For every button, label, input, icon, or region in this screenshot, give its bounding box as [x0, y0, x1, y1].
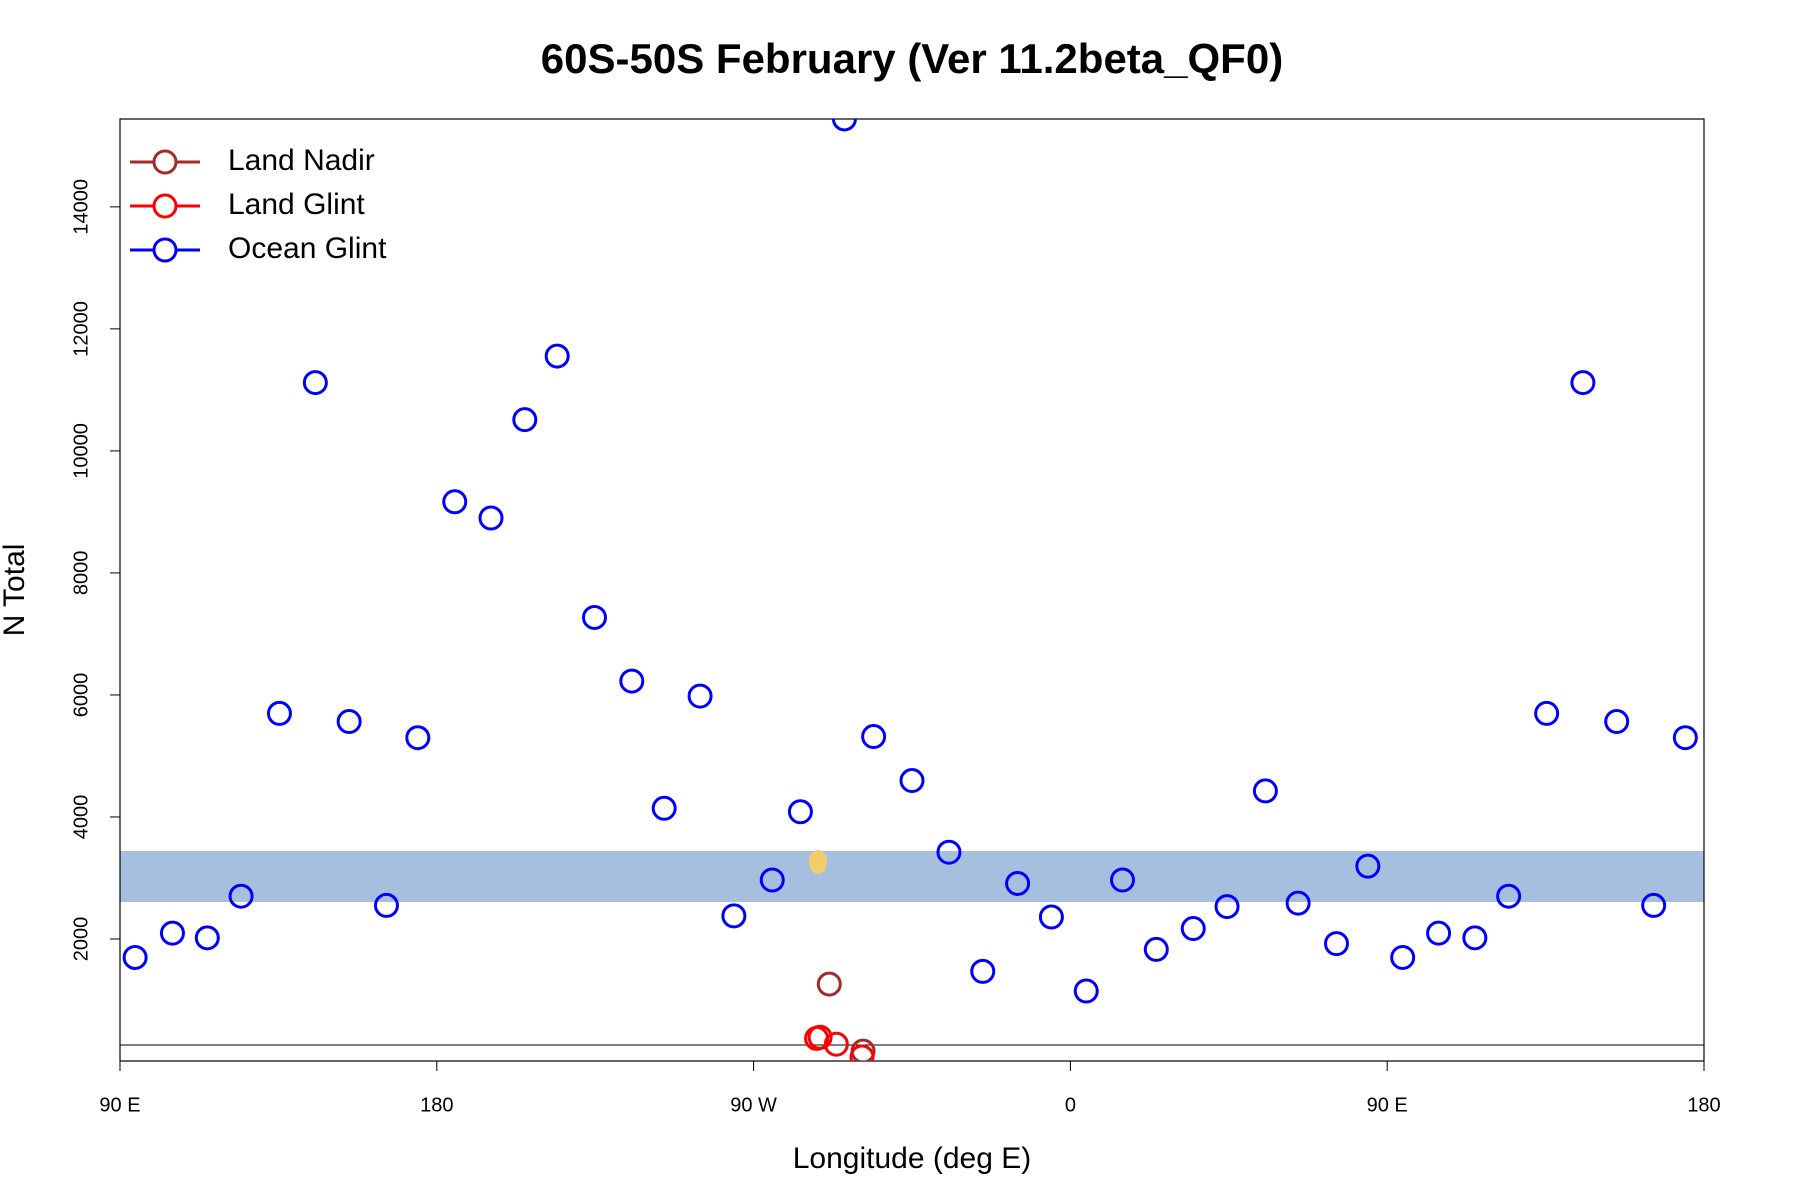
- point: [1324, 931, 1350, 957]
- x-tick-label: 90 E: [99, 1094, 140, 1116]
- point: [1180, 916, 1206, 942]
- point: [442, 489, 468, 515]
- point: [194, 925, 220, 951]
- point: [512, 407, 538, 433]
- x-tick-label: 90 W: [730, 1094, 777, 1116]
- point: [228, 883, 254, 909]
- x-tick-label: 90 E: [1367, 1094, 1408, 1116]
- point: [373, 892, 399, 918]
- point: [405, 725, 431, 751]
- point: [1641, 892, 1667, 918]
- legend-marker: [152, 149, 178, 175]
- point: [1005, 870, 1031, 896]
- legend-marker: [152, 237, 178, 263]
- point: [861, 724, 887, 750]
- y-tick-label: 10000: [70, 423, 92, 479]
- legend-marker: [152, 193, 178, 219]
- x-tick-label: 180: [420, 1094, 453, 1116]
- map-strip: [120, 851, 1704, 902]
- point: [336, 709, 362, 735]
- point: [759, 867, 785, 893]
- point: [936, 839, 962, 865]
- point: [1285, 890, 1311, 916]
- points: [122, 119, 1698, 1061]
- point: [1214, 894, 1240, 920]
- point: [970, 958, 996, 984]
- x-axis-label: Longitude (deg E): [793, 1142, 1032, 1175]
- point: [1462, 925, 1488, 951]
- point: [651, 795, 677, 821]
- point: [816, 971, 842, 997]
- y-tick-label: 14000: [70, 179, 92, 235]
- y-tick-label: 2000: [70, 917, 92, 962]
- legend-label: Land Nadir: [228, 144, 375, 177]
- point: [581, 604, 607, 630]
- legend-label: Land Glint: [228, 188, 365, 221]
- point: [544, 343, 570, 369]
- plot-frame: [119, 118, 1705, 1062]
- point: [1109, 867, 1135, 893]
- point: [1038, 904, 1064, 930]
- point: [1570, 370, 1596, 396]
- point: [619, 668, 645, 694]
- x-tick-label: 0: [1065, 1094, 1076, 1116]
- legend-label: Ocean Glint: [228, 232, 387, 265]
- point: [1355, 853, 1381, 879]
- point: [807, 1024, 833, 1050]
- point: [1390, 944, 1416, 970]
- point: [1073, 978, 1099, 1004]
- land-patch: [809, 850, 827, 874]
- point: [478, 505, 504, 531]
- y-tick-label: 6000: [70, 673, 92, 718]
- x-tick-label: 180: [1687, 1094, 1720, 1116]
- point: [122, 944, 148, 970]
- point: [1426, 920, 1452, 946]
- point: [721, 903, 747, 929]
- point: [899, 768, 925, 794]
- y-tick-label: 12000: [70, 301, 92, 357]
- point: [831, 119, 857, 132]
- chart-title: 60S-50S February (Ver 11.2beta_QF0): [541, 35, 1283, 82]
- point: [849, 1044, 875, 1061]
- point: [823, 1031, 849, 1057]
- point: [1496, 883, 1522, 909]
- point: [1604, 709, 1630, 735]
- point: [1143, 936, 1169, 962]
- point: [302, 370, 328, 396]
- point: [1252, 778, 1278, 804]
- point: [266, 700, 292, 726]
- point: [1672, 725, 1698, 751]
- point: [1534, 700, 1560, 726]
- point: [687, 683, 713, 709]
- point: [787, 799, 813, 825]
- y-axis-label: N Total: [0, 544, 31, 637]
- y-tick-label: 4000: [70, 795, 92, 840]
- y-tick-label: 8000: [70, 551, 92, 596]
- point: [159, 920, 185, 946]
